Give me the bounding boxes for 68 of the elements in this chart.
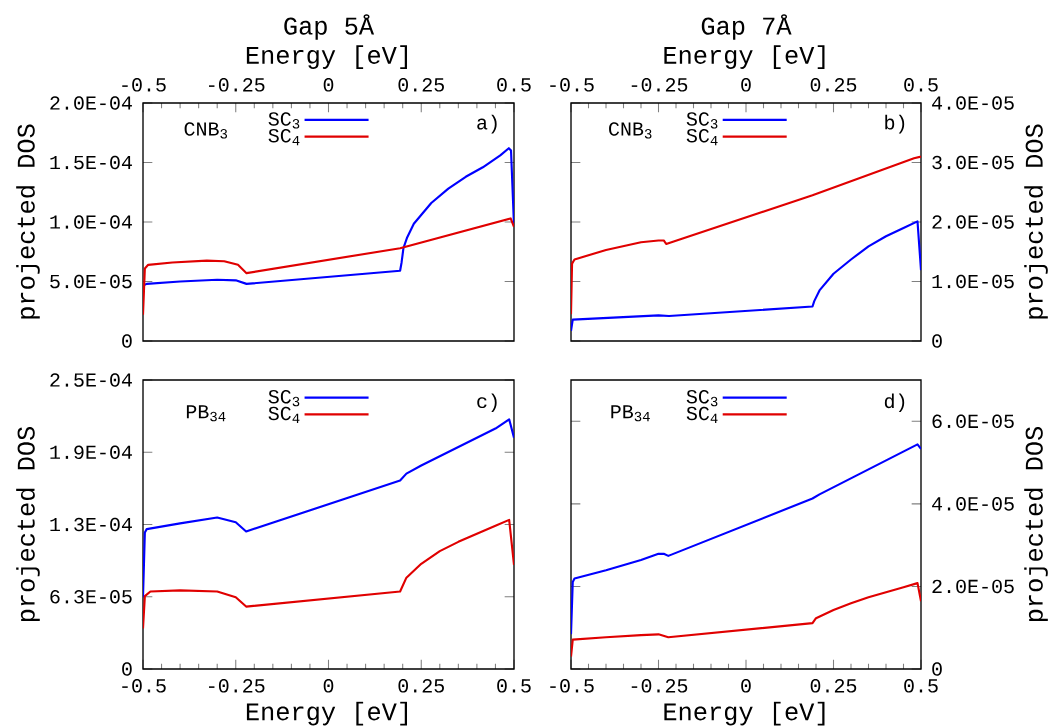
y-tick-label: 1.3E-04 xyxy=(50,517,132,532)
y-tick-label: 4.0E-05 xyxy=(932,497,1014,511)
x-tick-label: -0.5 xyxy=(550,679,594,693)
annotation: PB$_{34}$ xyxy=(611,405,650,422)
y-tick-label: 2.0E-04 xyxy=(50,96,132,110)
y-tick-label: 6.3E-05 xyxy=(50,589,132,604)
x-tick-label: 0 xyxy=(323,679,334,693)
y-tick-label: 4.0E-05 xyxy=(932,96,1014,110)
x-axis-title: Energy [eV] xyxy=(246,701,407,726)
line-series xyxy=(143,217,514,316)
legend-label: SC$_{4}$ xyxy=(268,128,300,146)
legend-label: SC$_{4}$ xyxy=(686,406,718,423)
x-tick-label: 0 xyxy=(741,78,751,92)
x-tick-label: -0.25 xyxy=(209,78,265,92)
legend-label: SC$_{4}$ xyxy=(268,406,300,423)
y-axis-title: projected DOS xyxy=(1024,426,1048,622)
y-tick-label: 1.0E-05 xyxy=(932,274,1014,289)
x-tick-label: -0.25 xyxy=(631,679,688,693)
y-tick-label: 0 xyxy=(932,334,942,348)
x-tick-label: 0.25 xyxy=(810,679,857,693)
y-tick-label: 1.5E-04 xyxy=(50,155,132,170)
annotation: CNB$_{3}$ xyxy=(184,122,228,139)
line-series xyxy=(143,147,514,287)
y-axis-title: projected DOS xyxy=(1024,124,1048,319)
y-tick-label: 2.0E-05 xyxy=(932,215,1014,229)
x-tick-label: -0.25 xyxy=(209,679,265,693)
annotation: a) xyxy=(477,114,497,134)
legend-label: SC$_{4}$ xyxy=(686,128,718,146)
x-tick-label: 0.5 xyxy=(497,679,531,693)
x-tick-label: 0.5 xyxy=(497,78,531,92)
y-tick-label: 1.9E-04 xyxy=(50,445,132,460)
x-axis-title: Energy [eV] xyxy=(246,45,407,69)
legend-label: SC$_{3}$ xyxy=(268,112,300,129)
x-axis-title: Energy [eV] xyxy=(664,701,825,726)
y-tick-label: 6.0E-05 xyxy=(932,414,1014,429)
x-tick-label: -0.5 xyxy=(122,679,166,693)
annotation: d) xyxy=(884,393,905,413)
legend-label: SC$_{3}$ xyxy=(686,389,718,407)
x-tick-label: 0.25 xyxy=(398,679,444,693)
legend-label: SC$_{3}$ xyxy=(268,389,300,407)
x-tick-label: -0.5 xyxy=(122,78,166,92)
x-tick-label: -0.5 xyxy=(550,78,594,92)
x-tick-label: 0.25 xyxy=(398,78,444,92)
x-tick-label: -0.25 xyxy=(631,78,688,92)
annotation: b) xyxy=(885,114,905,134)
y-axis-title: projected DOS xyxy=(16,426,40,622)
x-tick-label: 0 xyxy=(323,78,334,92)
x-tick-label: 0 xyxy=(741,679,751,693)
y-axis-title: projected DOS xyxy=(16,124,40,319)
annotation: PB$_{34}$ xyxy=(186,405,226,422)
x-tick-label: 0.5 xyxy=(904,78,938,92)
x-tick-label: 0.25 xyxy=(810,78,857,92)
y-tick-label: 0 xyxy=(122,662,132,676)
annotation: CNB$_{3}$ xyxy=(609,122,652,139)
y-tick-label: 0 xyxy=(932,662,942,676)
x-axis-title: Energy [eV] xyxy=(664,45,825,69)
annotation: c) xyxy=(477,393,497,413)
legend-label: SC$_{3}$ xyxy=(686,112,718,129)
chart-title: Gap 5Å xyxy=(284,14,375,40)
y-tick-label: 1.0E-04 xyxy=(50,215,132,229)
chart-title: Gap 7Å xyxy=(701,14,792,40)
line-series xyxy=(143,518,514,630)
y-tick-label: 2.0E-05 xyxy=(932,579,1014,594)
y-tick-label: 2.5E-04 xyxy=(50,373,132,387)
x-tick-label: 0.5 xyxy=(904,679,938,693)
y-tick-label: 3.0E-05 xyxy=(932,155,1014,170)
y-tick-label: 5.0E-05 xyxy=(50,274,132,289)
y-tick-label: 0 xyxy=(122,334,132,348)
